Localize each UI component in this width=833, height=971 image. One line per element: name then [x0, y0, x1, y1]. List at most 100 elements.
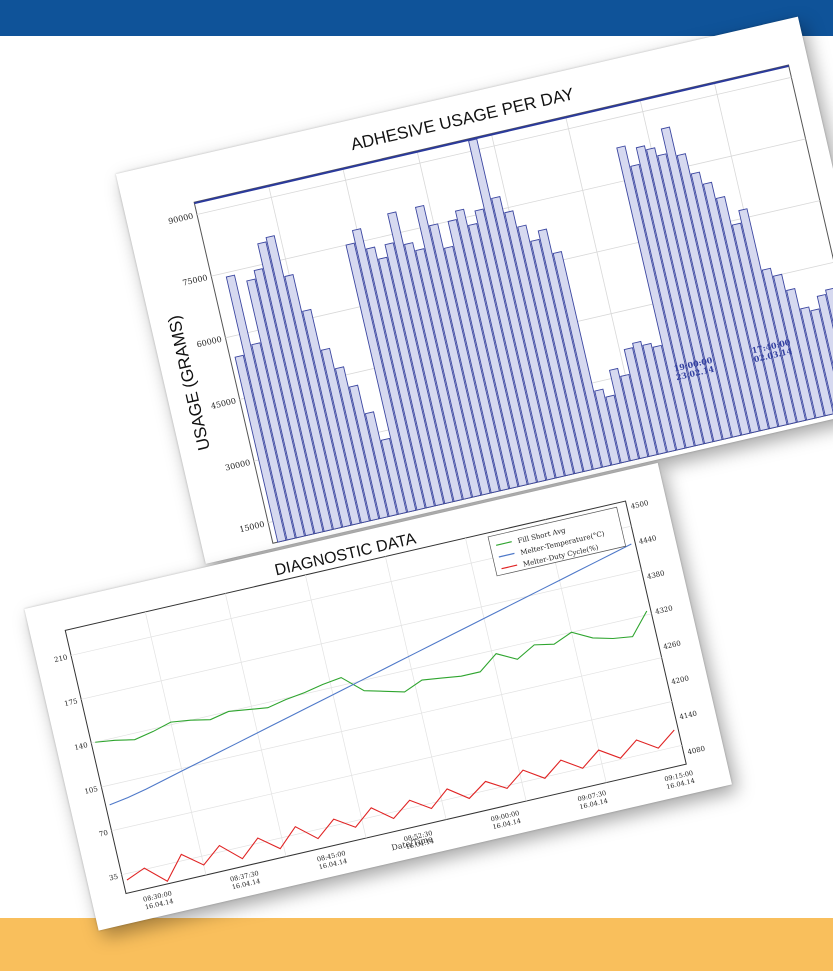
usage-bar	[738, 208, 797, 425]
usage-bar	[635, 145, 714, 445]
melter-duty-cycle-line	[126, 729, 675, 883]
usage-bar	[646, 147, 723, 442]
usage-bar	[428, 223, 500, 494]
diagnostic-left-tick-label: 175	[64, 697, 79, 708]
usage-bar	[415, 248, 482, 498]
usage-bar	[800, 306, 833, 417]
diagnostic-right-tick-label: 4500	[630, 499, 649, 511]
diagnostic-right-ticks: 4080 4140 4200 4260 4320 4380 4440 4500	[630, 499, 706, 756]
usage-grid-line	[211, 138, 806, 277]
usage-y-tick-label: 75000	[182, 273, 209, 287]
usage-bar	[504, 210, 575, 477]
usage-bar	[365, 246, 435, 509]
diagnostic-legend-swatch	[496, 541, 512, 546]
usage-bar	[616, 145, 695, 449]
melter-temperature-line	[109, 543, 632, 806]
usage-bar	[246, 278, 315, 537]
usage-bar	[537, 228, 602, 470]
diagnostic-grid-line	[144, 611, 207, 876]
usage-bar	[251, 342, 306, 539]
usage-bar	[443, 245, 510, 492]
diagnostic-right-tick-label: 4260	[662, 639, 681, 651]
usage-bar	[552, 251, 612, 468]
diagnostic-legend-swatch	[498, 552, 515, 558]
usage-bar	[632, 340, 667, 455]
usage-y-axis-label: USAGE (GRAMS)	[164, 314, 214, 453]
usage-bar	[364, 411, 398, 517]
usage-y-tick-label: 15000	[239, 520, 266, 534]
diagnostic-left-tick-label: 140	[74, 741, 89, 752]
usage-bar	[517, 224, 584, 475]
usage-bar	[652, 344, 686, 451]
usage-bar	[676, 153, 751, 436]
diagnostic-chart-sheet: DIAGNOSTIC DATA 35 70 105 140 175 210 4080 414…	[24, 462, 732, 931]
usage-bar	[731, 222, 788, 427]
diagnostic-right-tick-label: 4320	[654, 604, 673, 616]
diagnostic-plot-frame	[64, 500, 687, 895]
diagnostic-left-tick-label: 210	[53, 653, 68, 664]
usage-bar	[302, 308, 361, 526]
diagnostic-grid-line	[224, 593, 287, 857]
usage-chart-sheet: ADHESIVE USAGE PER DAY USAGE (GRAMS) 150…	[115, 16, 833, 564]
usage-bar	[345, 242, 417, 513]
usage-bars	[225, 126, 833, 543]
diagnostic-grid-line	[545, 519, 607, 783]
usage-bar	[491, 196, 565, 479]
diagnostic-grid-line	[305, 574, 367, 839]
diagnostic-right-tick-label: 4200	[671, 674, 690, 686]
usage-bar	[351, 228, 426, 511]
usage-bar	[620, 373, 649, 460]
usage-top-line	[194, 64, 789, 205]
usage-bar	[772, 273, 816, 421]
diagnostic-legend-swatch	[501, 564, 518, 570]
diagnostic-grid-line	[101, 657, 662, 788]
usage-bar	[530, 238, 593, 472]
usage-bar	[660, 126, 742, 438]
usage-bar	[348, 384, 389, 520]
usage-bar	[265, 235, 343, 530]
usage-bar	[253, 268, 324, 535]
usage-bar	[454, 208, 528, 487]
usage-y-tick-label: 30000	[224, 458, 251, 472]
usage-bar	[378, 256, 445, 507]
usage-y-tick-label: 90000	[167, 212, 194, 226]
diagnostic-lines	[95, 543, 675, 883]
usage-bar	[284, 274, 352, 528]
diagnostic-grid-line	[385, 556, 447, 820]
usage-bar	[623, 347, 658, 457]
usage-bar	[384, 242, 454, 505]
diagnostic-grid-line	[111, 701, 672, 832]
usage-bar	[810, 308, 833, 415]
usage-bar	[605, 394, 630, 464]
usage-bar	[468, 138, 556, 481]
usage-bar	[816, 293, 833, 412]
usage-bar	[320, 347, 370, 524]
usage-bar	[414, 204, 491, 496]
diagnostic-left-ticks: 35 70 105 140 175 210	[53, 653, 118, 882]
usage-bar	[825, 287, 833, 410]
diagnostic-grid-line	[91, 613, 652, 744]
usage-bar	[761, 267, 807, 423]
usage-bar	[657, 153, 732, 440]
diagnostic-grid-line	[465, 537, 527, 802]
usage-y-tick-label: 60000	[196, 335, 223, 349]
usage-bar	[468, 222, 538, 485]
usage-bar	[594, 388, 621, 466]
usage-bar	[257, 241, 333, 532]
diagnostic-right-tick-label: 4080	[687, 745, 706, 757]
diagnostic-right-tick-label: 4440	[638, 534, 657, 546]
usage-bar	[715, 196, 779, 430]
diagnostic-grid-line	[81, 569, 642, 700]
usage-grid-line	[196, 76, 792, 215]
usage-bar	[225, 274, 296, 541]
diagnostic-grid	[64, 500, 687, 895]
usage-bar	[608, 367, 640, 462]
usage-bar	[690, 171, 760, 434]
diagnostic-legend-box	[487, 506, 627, 577]
usage-bar	[234, 354, 287, 543]
diagnostic-left-tick-label: 105	[84, 785, 99, 796]
usage-chart: ADHESIVE USAGE PER DAY USAGE (GRAMS) 150…	[164, 64, 833, 544]
diagnostic-right-tick-label: 4380	[646, 569, 665, 581]
usage-bar	[380, 437, 408, 515]
